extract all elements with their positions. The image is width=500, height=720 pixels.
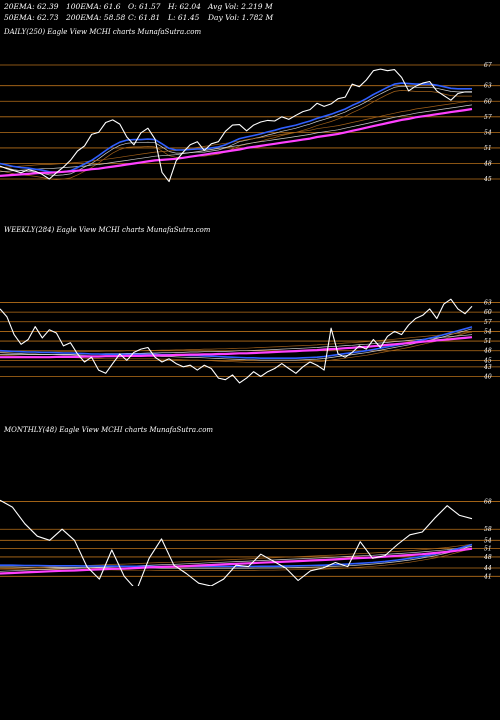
- y-tick-label: 51: [484, 546, 492, 553]
- ema-envelope-line: [0, 85, 472, 176]
- quote-header: 20EMA: 62.39 100EMA: 61.6 O: 61.57 H: 62…: [4, 2, 304, 24]
- daily-chart: 67 63 60 57 54 51 48 45: [0, 62, 500, 183]
- high-value: H: 62.04: [168, 2, 201, 11]
- ema-envelope-line: [0, 545, 473, 569]
- price-series-line: [0, 68, 472, 183]
- y-tick-label: 58: [484, 526, 492, 533]
- weekly-panel-title: WEEKLY(284) Eagle View MCHI charts Munaf…: [4, 226, 211, 234]
- ema50-series-line: [0, 326, 473, 360]
- y-tick-label: 51: [484, 338, 492, 345]
- day-volume-value: Day Vol: 1.782 M: [208, 13, 274, 22]
- y-tick-label: 54: [484, 129, 492, 136]
- ema50-value: 50EMA: 62.73: [4, 13, 59, 22]
- y-tick-label: 43: [483, 364, 492, 371]
- ema_slow-series-line: [0, 547, 473, 575]
- y-tick-label: 67: [484, 62, 492, 69]
- ema-envelope-line: [0, 100, 473, 168]
- ema-envelope-line: [0, 331, 473, 353]
- y-tick-label: 57: [484, 319, 492, 326]
- close-value: C: 61.81: [128, 13, 161, 22]
- y-tick-label: 48: [483, 554, 492, 561]
- avg-volume-value: Avg Vol: 2.219 M: [208, 2, 273, 11]
- ema200-series-line: [0, 336, 473, 359]
- y-tick-label: 51: [484, 145, 492, 152]
- y-tick-label: 68: [484, 499, 492, 506]
- ema_fast-series-line: [0, 543, 473, 568]
- y-tick-label: 45: [483, 357, 492, 364]
- y-tick-label: 60: [484, 309, 492, 316]
- ema-envelope-line: [0, 104, 473, 173]
- y-tick-label: 57: [484, 114, 492, 121]
- y-tick-label: 40: [483, 374, 492, 381]
- y-tick-label: 54: [484, 328, 492, 335]
- ema-envelope-line: [0, 334, 473, 355]
- ema20-value: 20EMA: 62.39: [4, 2, 59, 11]
- y-tick-label: 44: [483, 565, 492, 572]
- ema-envelope-line: [0, 90, 472, 180]
- ema100-value: 100EMA: 61.6: [66, 2, 121, 11]
- open-value: O: 61.57: [128, 2, 161, 11]
- ema200-value: 200EMA: 58.58: [66, 13, 126, 22]
- y-tick-label: 54: [484, 537, 492, 544]
- price-series-line: [0, 298, 473, 384]
- y-tick-label: 48: [483, 160, 492, 167]
- ema-envelope-line: [0, 546, 473, 572]
- y-tick-label: 41: [483, 573, 492, 580]
- ema20-series-line: [0, 82, 472, 174]
- quote-row-2: 50EMA: 62.73 200EMA: 58.58 C: 61.81 L: 6…: [4, 13, 304, 24]
- low-value: L: 61.45: [168, 13, 200, 22]
- y-tick-label: 63: [484, 299, 492, 306]
- monthly-panel-title: MONTHLY(48) Eagle View MCHI charts Munaf…: [4, 426, 214, 434]
- price-series-line: [0, 499, 473, 586]
- y-tick-label: 60: [484, 98, 492, 105]
- y-tick-label: 63: [484, 83, 492, 90]
- daily-panel-title: DAILY(250) Eagle View MCHI charts Munafa…: [4, 28, 202, 36]
- y-tick-label: 48: [483, 348, 492, 355]
- ema200-series-line: [0, 107, 473, 177]
- y-tick-label: 45: [483, 176, 492, 183]
- quote-row-1: 20EMA: 62.39 100EMA: 61.6 O: 61.57 H: 62…: [4, 2, 304, 13]
